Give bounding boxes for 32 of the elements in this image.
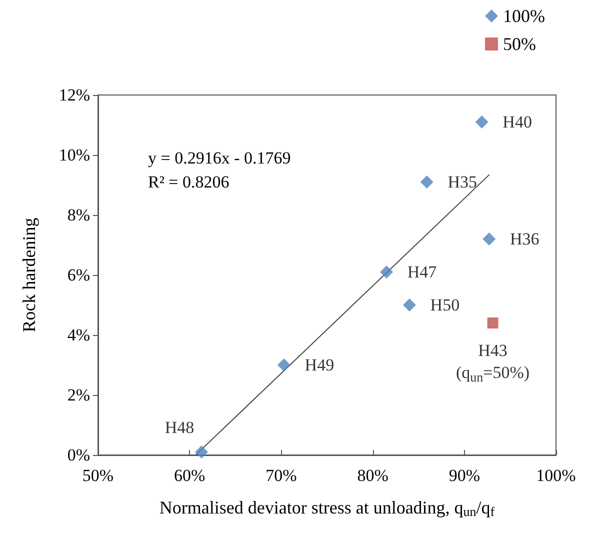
point bbox=[402, 298, 416, 312]
data-label: H48 bbox=[164, 418, 194, 437]
annotation: y = 0.2916x - 0.1769 R² = 0.8206 bbox=[148, 148, 291, 192]
data-label: H40 bbox=[502, 112, 532, 132]
point bbox=[482, 232, 496, 246]
data-label: H36 bbox=[510, 230, 540, 248]
point bbox=[420, 176, 434, 188]
x-tick-label: 50% bbox=[82, 466, 114, 485]
data-label: H50 bbox=[430, 296, 460, 314]
x-tick-label: 60% bbox=[174, 466, 206, 485]
legend-label: 100% bbox=[503, 6, 546, 26]
data-label: H35 bbox=[448, 172, 477, 192]
y-axis-title: Rock hardening bbox=[19, 218, 39, 332]
point bbox=[380, 266, 394, 278]
y-tick-label: 12% bbox=[58, 86, 90, 104]
y-tick-label: 6% bbox=[67, 266, 90, 284]
point bbox=[277, 358, 290, 372]
legend-label: 50% bbox=[503, 34, 536, 54]
y-tick-label: 2% bbox=[67, 386, 90, 404]
x-tick-label: 100% bbox=[536, 466, 576, 485]
data-label: H49 bbox=[304, 356, 334, 374]
point bbox=[475, 116, 488, 128]
y-tick-label: 4% bbox=[67, 326, 90, 344]
x-tick-label: 90% bbox=[448, 466, 480, 485]
y-tick-label: 0% bbox=[67, 446, 90, 464]
point bbox=[195, 446, 208, 458]
y-tick-label: 10% bbox=[58, 146, 90, 164]
x-tick-label: 80% bbox=[357, 466, 388, 485]
x-tick-label: 70% bbox=[266, 466, 297, 485]
y-tick-label: 8% bbox=[67, 206, 90, 224]
point bbox=[487, 318, 498, 328]
data-label: H47 bbox=[407, 262, 438, 282]
